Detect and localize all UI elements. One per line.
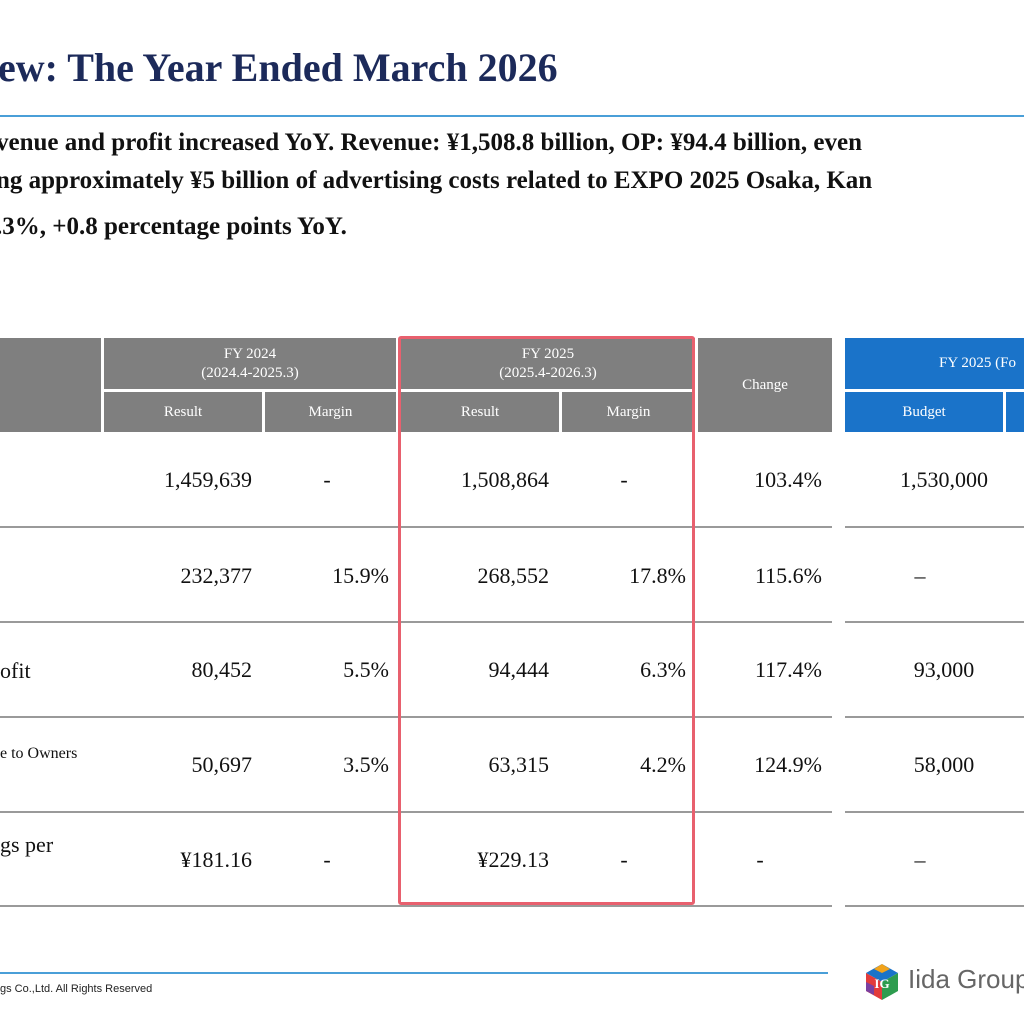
title-divider <box>0 115 1024 117</box>
row-divider <box>845 621 1024 623</box>
logo-mark-text: IG <box>874 976 889 991</box>
budget-cell: 1,530,000 <box>900 467 988 492</box>
logo-text: Iida Group <box>908 964 1024 994</box>
page-title: ew: The Year Ended March 2026 <box>0 45 558 90</box>
fy2025-period: (2025.4-2026.3) <box>499 364 597 381</box>
row-divider <box>845 905 1024 907</box>
row-divider <box>845 526 1024 528</box>
fy25-result-cell: 63,315 <box>488 752 550 777</box>
row-divider <box>0 621 832 623</box>
fy24-margin-cell: 5.5% <box>343 657 389 682</box>
fy24-margin-cell: 3.5% <box>343 752 389 777</box>
row-label-header <box>0 338 101 432</box>
company-logo: IG Iida Group <box>862 962 1024 1002</box>
change-cell: 115.6% <box>754 563 822 588</box>
row-divider <box>0 716 832 718</box>
row-divider <box>845 716 1024 718</box>
cube-accent-top <box>874 964 890 973</box>
fy2025-highlight-box <box>398 336 695 905</box>
budget-cell: – <box>914 563 926 588</box>
forecast-subheader-2 <box>1006 392 1024 432</box>
fy2025-header: FY 2025 (2025.4-2026.3) <box>401 338 695 389</box>
fy25-margin-cell: 17.8% <box>629 563 686 588</box>
change-header: Change <box>698 338 832 432</box>
copyright-text: gs Co.,Ltd. All Rights Reserved <box>0 983 153 995</box>
row-divider <box>0 526 832 528</box>
fy24-result-cell: 50,697 <box>191 752 253 777</box>
fy24-margin-cell: - <box>323 467 331 492</box>
fy2024-title: FY 2024 <box>223 345 277 362</box>
row-label: ofit <box>0 658 31 683</box>
summary-line-1: venue and profit increased YoY. Revenue:… <box>0 129 863 156</box>
row-divider <box>0 905 832 907</box>
fy25-margin-cell: 4.2% <box>640 752 686 777</box>
forecast-header: FY 2025 (Fo <box>845 338 1024 389</box>
fy24-result-cell: 80,452 <box>191 657 253 682</box>
fy24-margin-cell: - <box>323 847 331 872</box>
row-divider <box>0 811 832 813</box>
summary-line-3: .3%, +0.8 percentage points YoY. <box>0 213 347 240</box>
fy25-margin-cell: - <box>620 467 628 492</box>
fy25-result-cell: 1,508,864 <box>461 467 549 492</box>
fy24-result-cell: 1,459,639 <box>164 467 252 492</box>
fy2024-header: FY 2024 (2024.4-2025.3) <box>104 338 396 389</box>
fy2024-margin-header: Margin <box>265 392 396 432</box>
row-label: gs per <box>0 832 54 857</box>
budget-cell: 58,000 <box>913 752 975 777</box>
fy24-result-cell: 232,377 <box>180 563 253 588</box>
budget-header: Budget <box>845 392 1003 432</box>
fy25-result-cell: 268,552 <box>477 563 550 588</box>
change-cell: - <box>756 847 764 872</box>
row-label: e to Owners <box>0 745 78 762</box>
fy24-margin-cell: 15.9% <box>332 563 389 588</box>
cube-logo-icon: IG <box>866 964 898 1000</box>
fy2025-margin-header: Margin <box>562 392 695 432</box>
budget-cell: – <box>914 847 926 872</box>
fy2024-result-header: Result <box>104 392 262 432</box>
fy2025-title: FY 2025 <box>521 345 575 362</box>
fy25-result-cell: ¥229.13 <box>477 847 550 872</box>
change-cell: 117.4% <box>754 657 822 682</box>
fy25-margin-cell: 6.3% <box>640 657 686 682</box>
change-cell: 124.9% <box>754 752 822 777</box>
footer-divider <box>0 972 828 974</box>
cube-right-face <box>882 973 898 1000</box>
fy2024-period: (2024.4-2025.3) <box>201 364 299 381</box>
cube-accent-left <box>866 982 874 995</box>
fy25-result-cell: 94,444 <box>488 657 550 682</box>
summary-line-2: ng approximately ¥5 billion of advertisi… <box>0 167 873 194</box>
budget-cell: 93,000 <box>913 657 975 682</box>
change-cell: 103.4% <box>754 467 822 492</box>
fy2025-result-header: Result <box>401 392 559 432</box>
fy25-margin-cell: - <box>620 847 628 872</box>
row-divider <box>845 811 1024 813</box>
fy24-result-cell: ¥181.16 <box>180 847 253 872</box>
